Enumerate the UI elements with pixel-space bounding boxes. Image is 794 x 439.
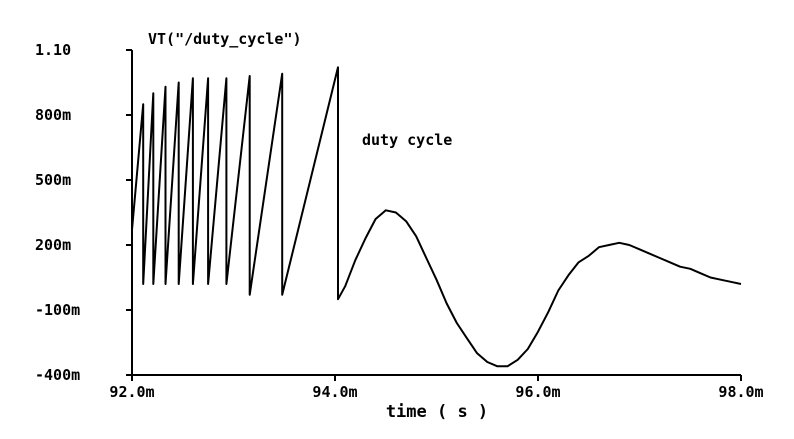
y-tick-label: 500m [35,171,71,189]
plot-title: VT("/duty_cycle") [148,30,302,48]
y-axis-ticks: 1.10 800m 500m 200m -100m -400m [35,41,132,384]
series-layer [131,66,742,368]
y-tick-label: 800m [35,106,71,124]
y-tick-label: 200m [35,236,71,254]
x-axis-title: time ( s ) [386,402,488,422]
x-tick-label: 92.0m [109,383,154,401]
series-line [131,66,742,368]
y-tick-label: -400m [35,366,80,384]
y-tick-label: -100m [35,301,80,319]
curve-annotation: duty cycle [362,131,452,149]
y-tick-label: 1.10 [35,41,71,59]
x-tick-label: 94.0m [312,383,357,401]
x-tick-label: 96.0m [515,383,560,401]
chart-axes [131,50,741,376]
x-axis-ticks: 92.0m 94.0m 96.0m 98.0m [109,375,764,401]
x-tick-label: 98.0m [718,383,763,401]
